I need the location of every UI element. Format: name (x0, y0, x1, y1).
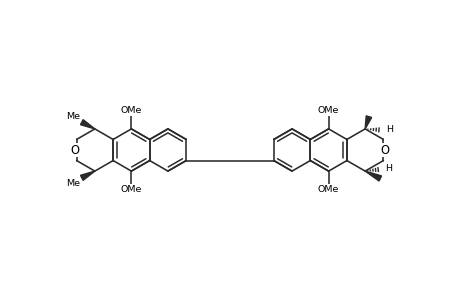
Text: O: O (70, 143, 79, 157)
Text: Me: Me (66, 179, 80, 188)
Text: OMe: OMe (120, 184, 142, 194)
Polygon shape (80, 171, 95, 180)
Polygon shape (364, 171, 381, 181)
Text: H: H (386, 124, 392, 134)
Text: Me: Me (66, 112, 80, 121)
Text: OMe: OMe (120, 106, 142, 116)
Text: O: O (380, 143, 389, 157)
Text: OMe: OMe (317, 184, 339, 194)
Polygon shape (364, 116, 371, 129)
Polygon shape (80, 120, 95, 129)
Text: OMe: OMe (317, 106, 339, 116)
Text: H: H (385, 164, 392, 173)
